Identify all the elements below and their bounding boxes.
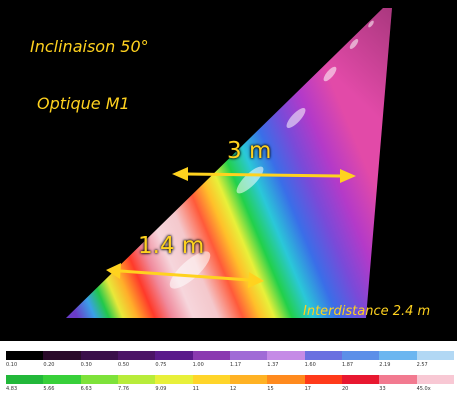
legend-row-1-swatches	[6, 351, 454, 360]
legend-swatch	[155, 375, 193, 384]
legend-swatch	[304, 351, 342, 360]
legend-value: 1.60	[304, 362, 316, 368]
legend-swatch	[229, 375, 268, 384]
legend-value: 0.10	[6, 362, 18, 368]
optique-label: Optique M1	[37, 94, 130, 113]
legend-value: 45.0x	[416, 386, 431, 392]
road-heatmap	[66, 8, 392, 318]
legend-swatch	[379, 375, 417, 384]
legend-value: 5.66	[43, 386, 55, 392]
legend-swatch	[117, 375, 156, 384]
legend-value: 6.63	[80, 386, 92, 392]
legend-value: 2.57	[416, 362, 428, 368]
legend-swatch	[416, 375, 454, 384]
legend-value: 17	[304, 386, 311, 392]
legend-value: 11	[192, 386, 200, 392]
inclinaison-label: Inclinaison 50°	[30, 37, 149, 56]
legend-value: 1.37	[267, 362, 279, 368]
illuminance-render: Inclinaison 50° Optique M1 3 m 1.4 m Int…	[0, 0, 457, 341]
luminaire-spots	[169, 20, 374, 289]
legend-swatch	[341, 375, 380, 384]
legend-swatch	[80, 351, 118, 360]
band-arrow	[106, 263, 264, 288]
legend-swatch	[6, 351, 44, 360]
legend-swatch	[192, 375, 230, 384]
legend-value: 1.87	[341, 362, 354, 368]
legend-swatch	[43, 375, 81, 384]
legend-value: 2.19	[379, 362, 391, 368]
color-scale-legend: 0.10 0.20 0.30 0.50 0.75 1.00 1.17 1.37 1.60 1.87…	[0, 346, 457, 405]
legend-swatch	[267, 351, 305, 360]
legend-value: 0.75	[155, 362, 167, 368]
legend-swatch	[43, 351, 81, 360]
width-arrow	[172, 167, 356, 183]
legend-value: 20	[341, 386, 349, 392]
legend-swatch	[416, 351, 454, 360]
legend-value: 15	[267, 386, 274, 392]
legend-swatch	[229, 351, 268, 360]
legend-row-1-values: 0.10 0.20 0.30 0.50 0.75 1.00 1.17 1.37 1.60 1.87…	[6, 362, 454, 368]
interdistance-label: Interdistance 2.4 m	[303, 304, 431, 319]
legend-swatch	[341, 351, 380, 360]
legend-swatch	[117, 351, 156, 360]
legend-value: 0.50	[117, 362, 130, 368]
legend-swatch	[304, 375, 342, 384]
legend-swatch	[379, 351, 417, 360]
legend-swatch	[6, 375, 44, 384]
legend-value: 1.00	[192, 362, 204, 368]
legend-value: 0.20	[43, 362, 55, 368]
legend-value: 4.83	[6, 386, 18, 392]
legend-row-2-values: 4.83 5.66 6.63 7.76 9.09 11 12 15 17 20 33 45.0x	[6, 386, 454, 392]
legend-row-2-swatches	[6, 375, 454, 384]
band-dimension-label: 1.4 m	[138, 233, 205, 259]
legend-value: 1.17	[229, 362, 242, 368]
legend-swatch	[192, 351, 230, 360]
legend-swatch	[267, 375, 305, 384]
legend-swatch	[80, 375, 118, 384]
legend-value: 7.76	[117, 386, 130, 392]
width-dimension-label: 3 m	[227, 138, 272, 164]
legend-value: 33	[379, 386, 386, 392]
legend-value: 0.30	[80, 362, 92, 368]
legend-value: 9.09	[155, 386, 167, 392]
legend-value: 12	[229, 386, 237, 392]
legend-swatch	[155, 351, 193, 360]
